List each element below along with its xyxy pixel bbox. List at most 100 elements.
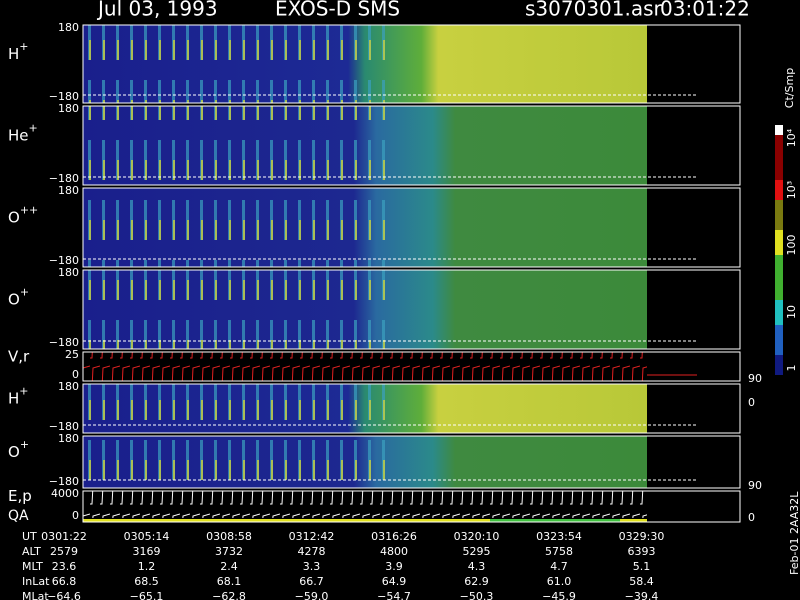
- panel-label: H+: [8, 40, 29, 63]
- label-base: H: [8, 45, 19, 63]
- panel-frame: [82, 383, 741, 434]
- footer-value: 62.9: [464, 575, 489, 588]
- footer-value: −59.0: [295, 590, 329, 600]
- spectrogram-bursts: [83, 188, 393, 267]
- footer-value: 3169: [133, 545, 161, 558]
- label-base: He: [8, 126, 29, 144]
- footer-value: 3.9: [385, 560, 403, 573]
- footer-value: 5295: [463, 545, 491, 558]
- panel-frame: [82, 105, 741, 186]
- axis-top: 180: [58, 380, 79, 393]
- axis-top: 4000: [51, 487, 79, 500]
- panels: 180−180H+180−180He+180−180O++180−180O+25…: [8, 21, 762, 524]
- axis-top: 25: [65, 348, 79, 361]
- cb-seg: [775, 255, 783, 300]
- footer-value: −64.6: [47, 590, 81, 600]
- axis-bottom: 0: [72, 509, 79, 522]
- cb-seg: [775, 355, 783, 375]
- panel-label: E,p: [8, 487, 32, 505]
- panel-label: O++: [8, 204, 38, 227]
- footer-value: 58.4: [629, 575, 654, 588]
- footer-value: 4278: [298, 545, 326, 558]
- panel: 180 −180 H+: [8, 380, 741, 434]
- cb-seg: [775, 325, 783, 355]
- footer-value: 5758: [545, 545, 573, 558]
- cb-seg: [775, 300, 783, 325]
- footer-value: 61.0: [547, 575, 572, 588]
- axis-bottom: −180: [49, 336, 79, 349]
- panel-frame: [82, 187, 741, 268]
- panel: 180 −180 H+: [8, 21, 741, 104]
- panel-label: O+: [8, 286, 29, 309]
- cb-seg: [775, 230, 783, 255]
- cb-seg: [775, 200, 783, 230]
- label-base: E,p: [8, 487, 32, 505]
- spectrogram-bursts: [83, 106, 393, 185]
- label-base: O: [8, 290, 20, 308]
- panel-frame: [82, 351, 741, 382]
- label-sup: ++: [20, 204, 38, 217]
- label-sup: +: [19, 385, 28, 398]
- colorbar-label: 10: [785, 305, 798, 319]
- footer-value: 4.7: [550, 560, 568, 573]
- footer-value: 0316:26: [371, 530, 417, 543]
- footer-value: 68.5: [134, 575, 159, 588]
- colorbar-label: 1: [785, 365, 798, 372]
- footer-value: −54.7: [377, 590, 411, 600]
- footer-value: 0312:42: [289, 530, 335, 543]
- colorbar: Ct/Smp 10⁴ 10³ 100 10 1: [775, 68, 798, 375]
- footer-value: 0329:30: [619, 530, 665, 543]
- footer-value: 4.3: [468, 560, 486, 573]
- spectrogram-bursts: [83, 384, 393, 433]
- panel-label: QA: [8, 508, 29, 524]
- energy-trace: [83, 491, 647, 518]
- panel-frame: [82, 269, 741, 350]
- axis-bottom: −180: [49, 475, 79, 488]
- panel: 180 −180 He+: [8, 102, 741, 186]
- footer-value: 3732: [215, 545, 243, 558]
- label-base: H: [8, 389, 19, 407]
- label-sup: +: [29, 122, 38, 135]
- footer-value: 64.9: [382, 575, 407, 588]
- file: s3070301.asr: [525, 0, 663, 21]
- footer-value: −65.1: [130, 590, 164, 600]
- footer-value: 66.8: [52, 575, 77, 588]
- footer-value: 2.4: [220, 560, 238, 573]
- label-sup: +: [19, 40, 28, 53]
- header: Jul 03, 1993 EXOS-D SMS s3070301.asr 03:…: [96, 0, 750, 21]
- panel: 180 −180 O+: [8, 266, 741, 350]
- axis-bottom: −180: [49, 420, 79, 433]
- instrument: EXOS-D SMS: [275, 0, 400, 21]
- axis-bottom: −180: [49, 90, 79, 103]
- panel: 180 −180 O++: [8, 184, 741, 268]
- cb-seg: [775, 180, 783, 200]
- footer-value: −39.4: [625, 590, 659, 600]
- footer-value: −45.9: [542, 590, 576, 600]
- footer-value: 0320:10: [454, 530, 500, 543]
- qa-bar: [83, 519, 647, 522]
- velocity-trace: [83, 352, 647, 381]
- footer-value: 2579: [50, 545, 78, 558]
- footer-value: 4800: [380, 545, 408, 558]
- footer-label: MLT: [22, 560, 43, 573]
- axis-top: 180: [58, 266, 79, 279]
- label-sup: +: [20, 286, 29, 299]
- axis-top: 180: [58, 184, 79, 197]
- panel-label: H+: [8, 385, 29, 408]
- axis-bottom: −180: [49, 254, 79, 267]
- colorbar-label: 10⁴: [785, 128, 798, 147]
- footer-value: 3.3: [303, 560, 321, 573]
- axis-bottom: 0: [72, 368, 79, 381]
- right-axis: 0: [748, 396, 755, 409]
- colorbar-title: Ct/Smp: [783, 68, 796, 108]
- spectrogram-bursts: [83, 270, 393, 349]
- footer-value: −62.8: [212, 590, 246, 600]
- footer: UT 0301:22 0305:14 0308:58 0312:42 0316:26 032…: [22, 530, 664, 600]
- panel-label: O+: [8, 438, 29, 461]
- label-base: O: [8, 443, 20, 461]
- footer-value: 0323:54: [536, 530, 582, 543]
- side-note: Feb-01 2AA32L: [788, 491, 800, 575]
